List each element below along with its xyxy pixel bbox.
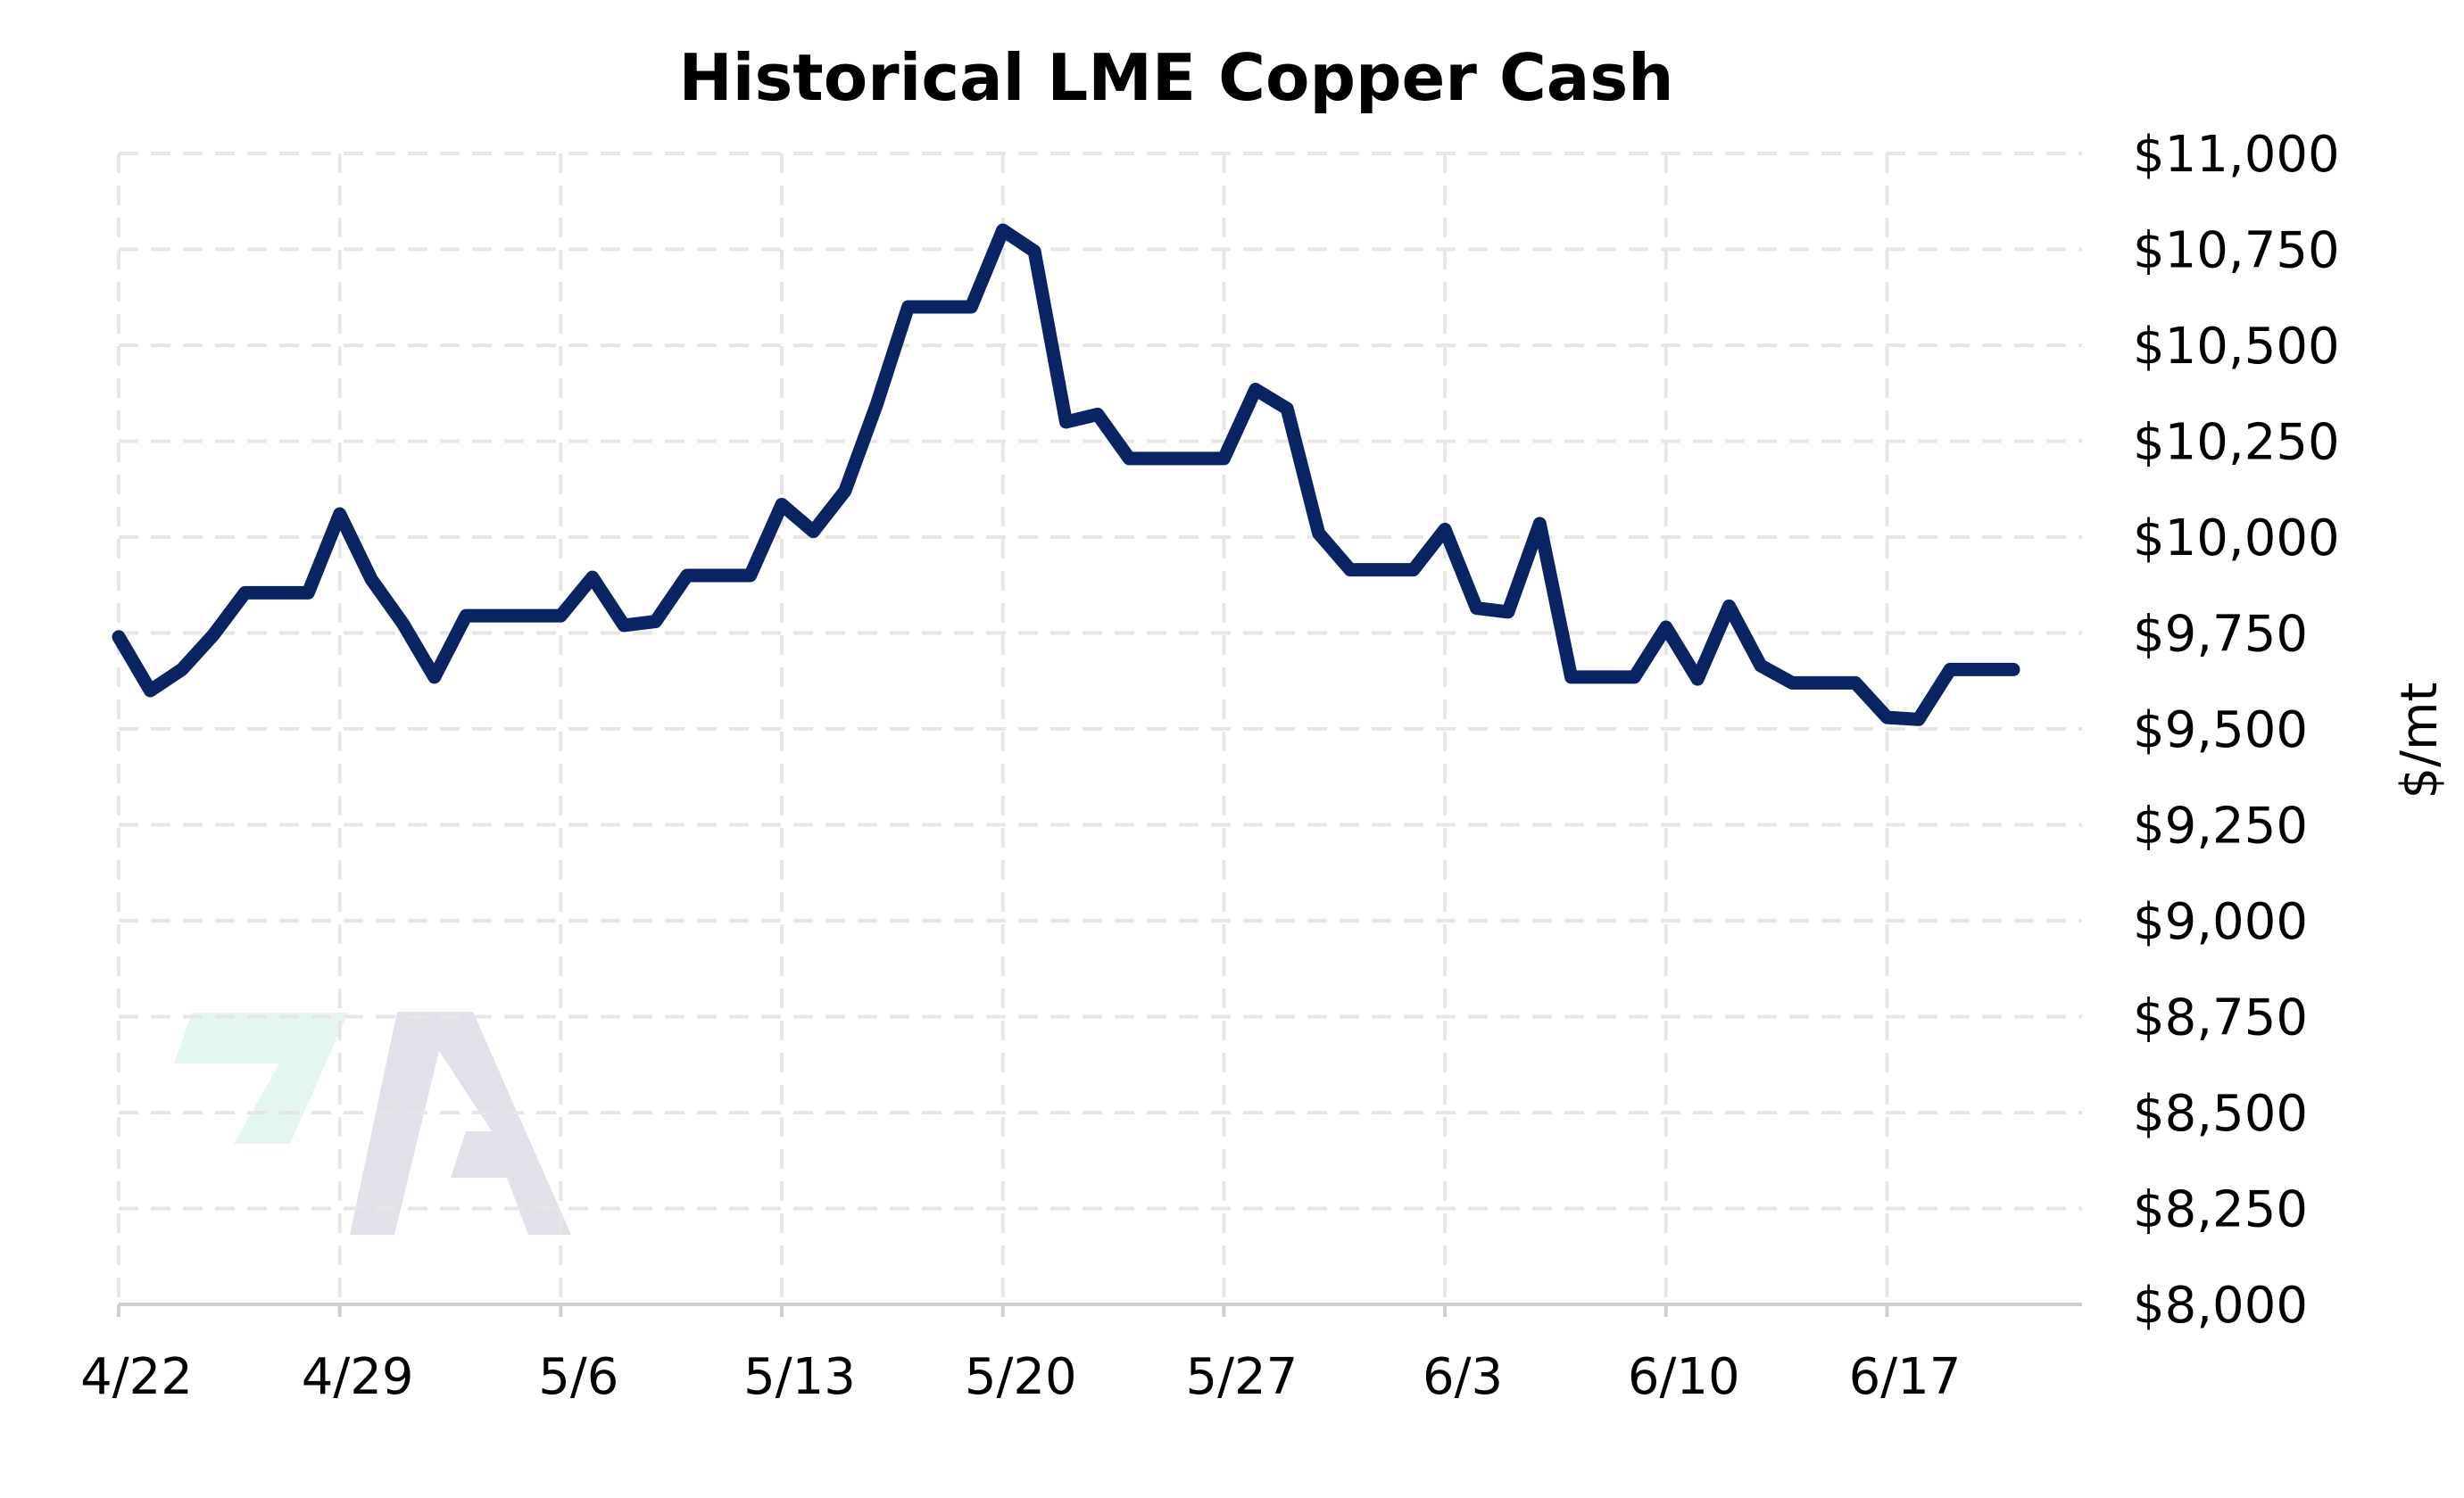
y-tick-label: $10,000: [2133, 509, 2340, 567]
y-tick-label: $10,750: [2133, 222, 2340, 280]
axes: $8,000 $8,250 $8,500 $8,750 $9,000 $9,250 $9,5…: [80, 126, 2339, 1406]
y-tick-label: $8,750: [2133, 989, 2308, 1047]
x-tick-label: 4/29: [302, 1348, 414, 1406]
y-tick-label: $9,500: [2133, 701, 2308, 759]
watermark-logo-green-mark: [174, 1013, 348, 1144]
x-tick-label: 5/27: [1186, 1348, 1298, 1406]
y-tick-label: $8,250: [2133, 1181, 2308, 1239]
watermark-logo: [174, 1012, 571, 1235]
watermark-logo-letter: [350, 1012, 571, 1235]
x-tick-label: 6/17: [1849, 1348, 1962, 1406]
y-tick-label: $8,500: [2133, 1085, 2308, 1143]
x-tick-label: 5/20: [965, 1348, 1077, 1406]
y-tick-label: $9,750: [2133, 606, 2308, 664]
y-tick-label: $8,000: [2133, 1277, 2308, 1335]
x-tick-label: 6/3: [1423, 1348, 1503, 1406]
x-tick-label: 4/22: [80, 1348, 193, 1406]
y-tick-label: $10,500: [2133, 318, 2340, 376]
y-axis-label: $/mt: [2391, 682, 2449, 799]
series-line: [112, 223, 2020, 726]
gridlines: [117, 152, 2082, 1304]
chart-title: Historical LME Copper Cash: [679, 40, 1674, 115]
series-lines: [112, 223, 2020, 726]
y-tick-label: $9,000: [2133, 893, 2308, 951]
y-tick-label: $11,000: [2133, 126, 2340, 184]
x-tick-label: 5/13: [743, 1348, 856, 1406]
x-tick-label: 6/10: [1628, 1348, 1740, 1406]
y-tick-label: $9,250: [2133, 798, 2308, 856]
y-tick-label: $10,250: [2133, 414, 2340, 472]
x-tick-label: 5/6: [538, 1348, 618, 1406]
